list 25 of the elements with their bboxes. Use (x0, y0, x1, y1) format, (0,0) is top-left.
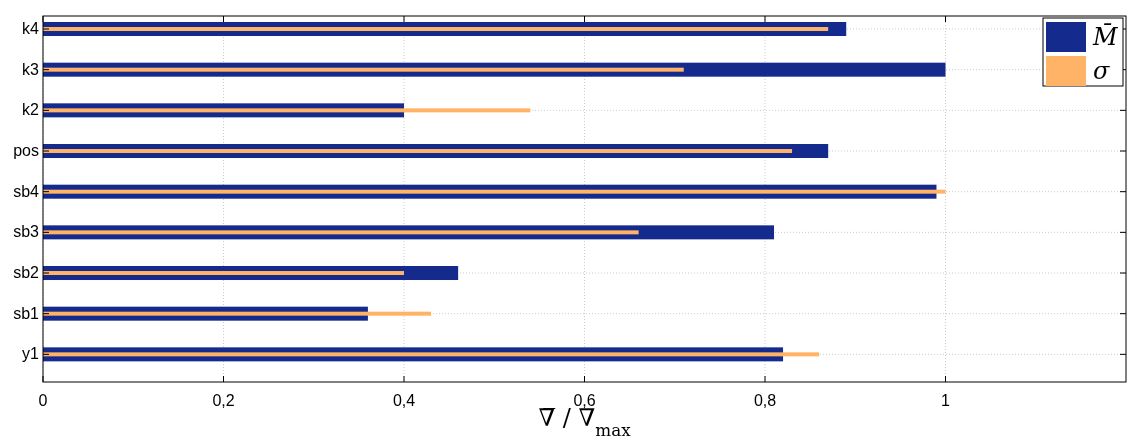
y-tick-label: sb1 (13, 304, 40, 322)
bar (43, 149, 793, 154)
x-tick-label: 0 (38, 392, 48, 409)
y-tick-label: y1 (22, 345, 40, 363)
legend-label: σ (1093, 57, 1110, 85)
x-tick-label: 1 (941, 392, 951, 409)
bar (43, 271, 404, 276)
y-tick-label: k4 (22, 20, 40, 38)
x-tick-label: 0,8 (753, 392, 777, 409)
legend-label: M̄ (1092, 22, 1119, 51)
y-tick-label: sb2 (13, 264, 40, 282)
bar (43, 67, 684, 72)
y-tick-label: sb4 (13, 182, 40, 200)
y-tick-label: pos (13, 142, 39, 160)
bar (43, 311, 432, 316)
bar (43, 352, 820, 357)
y-tick-label: k3 (22, 60, 40, 78)
x-tick-label: 0,2 (212, 392, 235, 409)
bar (43, 230, 639, 235)
x-tick-label: 0,4 (392, 392, 416, 409)
y-tick-label: k2 (22, 101, 40, 119)
y-tick-label: sb3 (13, 223, 40, 241)
bar (43, 189, 946, 194)
bar (43, 27, 829, 32)
bar (43, 108, 531, 113)
